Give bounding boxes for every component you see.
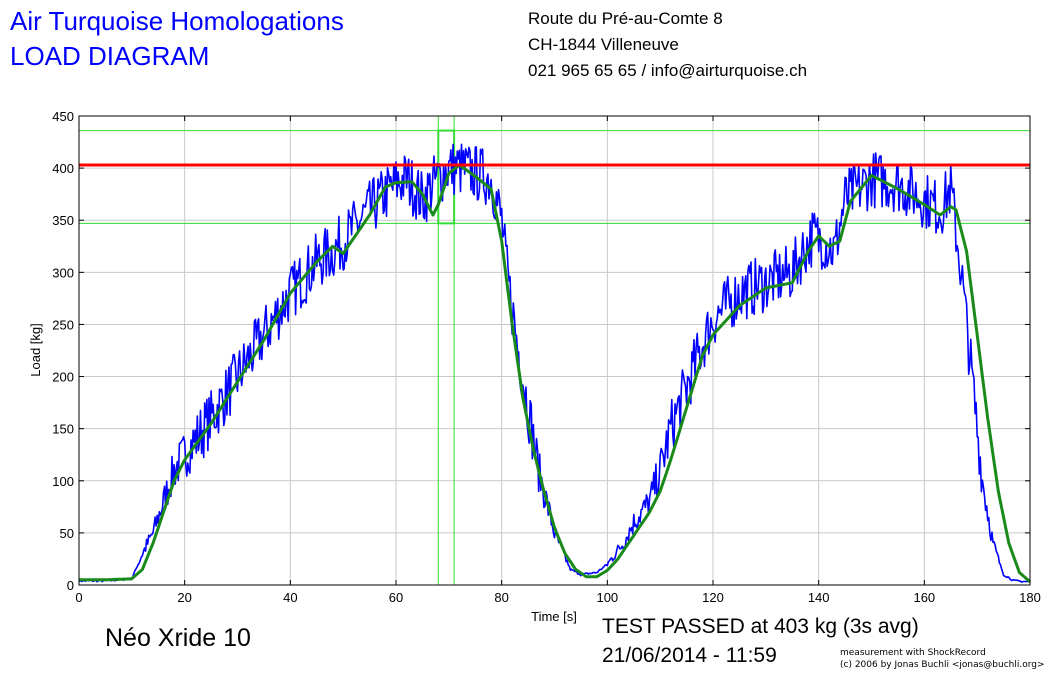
y-tick-label: 300 <box>52 265 74 280</box>
x-tick-label: 100 <box>596 590 618 605</box>
test-datetime: 21/06/2014 - 11:59 <box>602 644 777 667</box>
x-tick-label: 120 <box>702 590 724 605</box>
contact-line: 021 965 65 65 / info@airturquoise.ch <box>528 61 808 80</box>
y-tick-label: 350 <box>52 213 74 228</box>
x-tick-label: 80 <box>494 590 508 605</box>
x-tick-label: 160 <box>913 590 935 605</box>
x-tick-label: 0 <box>75 590 82 605</box>
address-line-1: Route du Pré-au-Comte 8 <box>528 9 723 28</box>
glider-name: Néo Xride 10 <box>105 624 251 652</box>
diagram-title: LOAD DIAGRAM <box>10 41 210 71</box>
y-tick-label: 150 <box>52 422 74 437</box>
credit-line-2: (c) 2006 by Jonas Buchli <jonas@buchli.o… <box>840 660 1045 670</box>
test-result: TEST PASSED at 403 kg (3s avg) <box>602 615 919 638</box>
x-tick-label: 140 <box>808 590 830 605</box>
tick-labels: 0 20 40 60 80 100 120 140 160 180 0 50 100 150 200 250 3… <box>52 109 1041 605</box>
y-tick-label: 50 <box>60 526 74 541</box>
average-load-series <box>79 163 1032 584</box>
y-tick-label: 450 <box>52 109 74 124</box>
grid-lines <box>79 116 1030 585</box>
company-title: Air Turquoise Homologations <box>10 6 344 36</box>
x-tick-label: 60 <box>389 590 403 605</box>
x-tick-label: 40 <box>283 590 297 605</box>
y-tick-label: 0 <box>67 578 74 593</box>
y-tick-label: 400 <box>52 161 74 176</box>
x-axis-label: Time [s] <box>531 609 577 624</box>
x-tick-label: 20 <box>177 590 191 605</box>
address-line-2: CH-1844 Villeneuve <box>528 35 679 54</box>
series-group <box>78 143 1032 584</box>
x-tick-label: 180 <box>1019 590 1041 605</box>
credit-line-1: measurement with ShockRecord <box>840 648 986 658</box>
tick-marks <box>78 115 1031 586</box>
y-axis-label: Load [kg] <box>28 323 43 377</box>
y-tick-label: 100 <box>52 474 74 489</box>
y-tick-label: 250 <box>52 317 74 332</box>
raw-load-series <box>78 143 1031 583</box>
plot-frame <box>78 115 1031 586</box>
y-tick-label: 200 <box>52 370 74 385</box>
